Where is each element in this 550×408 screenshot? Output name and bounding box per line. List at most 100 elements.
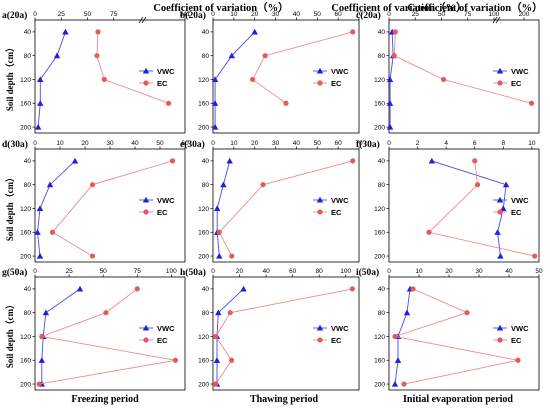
panel-b-20a: b(20a) 0 10 20 30 40 50 60 70 40 80 120 160 200 VWC EC — [180, 10, 363, 134]
x-tick-label: 0 — [211, 11, 215, 18]
vwc-point — [494, 229, 501, 235]
y-tick-label: 200 — [20, 124, 31, 131]
vwc-series-line — [41, 288, 81, 385]
y-tick-label: 120 — [198, 334, 209, 341]
x-tick-label: 10 — [415, 268, 423, 275]
legend-vwc-label: VWC — [331, 196, 349, 205]
x-tick-label: 40 — [131, 140, 139, 147]
y-tick-label: 200 — [20, 253, 31, 260]
y-tick-label: 200 — [374, 253, 385, 260]
ec-point — [410, 286, 416, 292]
x-tick-label: 60 — [181, 140, 189, 147]
legend-ec-label: EC — [157, 208, 168, 217]
ec-point — [39, 333, 45, 340]
vwc-point — [240, 285, 247, 292]
y-tick-label: 160 — [20, 101, 31, 108]
ec-point — [216, 229, 222, 235]
legend-vwc-marker — [142, 324, 150, 331]
y-tick-label: 80 — [378, 182, 386, 189]
panel-a-20a: a(20a) 0 25 50 75 341 40 80 120 160 200 VWC EC — [2, 10, 191, 134]
period-label-evaporation: Initial evaporation period — [403, 394, 513, 405]
panel-title: d(30a) — [2, 139, 28, 150]
y-tick-label: 80 — [202, 53, 210, 60]
legend-ec-label: EC — [157, 336, 168, 345]
y-tick-label: 160 — [198, 101, 209, 108]
vwc-point — [211, 76, 219, 83]
legend-ec-label: EC — [331, 336, 342, 345]
legend-ec-label: EC — [511, 79, 522, 88]
ec-point — [227, 310, 233, 316]
x-tick-label: 0 — [33, 268, 37, 275]
y-tick-label: 120 — [374, 334, 385, 341]
x-tick-label: 40 — [293, 11, 301, 18]
ec-point — [474, 182, 481, 188]
x-tick-label: 50 — [156, 140, 164, 147]
x-tick-label: 30 — [475, 268, 483, 275]
vwc-point — [76, 285, 84, 292]
vwc-point — [37, 76, 44, 83]
ec-point — [89, 253, 96, 259]
vwc-point — [216, 252, 223, 259]
y-tick-label: 160 — [374, 230, 385, 237]
panel-title: c(20a) — [356, 10, 381, 21]
x-tick-label: 0 — [211, 140, 215, 147]
legend-ec-marker — [497, 80, 503, 86]
vwc-point — [497, 252, 504, 259]
y-tick-label: 120 — [374, 206, 385, 213]
x-tick-label: 80 — [316, 268, 324, 275]
plot-frame — [34, 148, 186, 263]
x-tick-label: 10 — [230, 140, 238, 147]
x-tick-label: 100 — [166, 268, 177, 275]
vwc-point — [211, 123, 219, 130]
vwc-point — [251, 28, 258, 35]
vwc-series-line — [431, 160, 507, 257]
plot-frame — [388, 276, 540, 391]
vwc-point — [36, 205, 44, 212]
y-tick-label: 80 — [378, 310, 386, 317]
panel-title: a(20a) — [2, 10, 27, 21]
ec-series-line — [218, 160, 353, 257]
ec-series-line — [96, 31, 169, 104]
x-tick-label: 10 — [528, 140, 536, 147]
ec-series-line — [252, 31, 353, 104]
y-tick-label: 80 — [24, 310, 32, 317]
panel-title: b(20a) — [180, 10, 206, 21]
y-axis-label-row2: Soil depth（cm） — [5, 173, 15, 241]
panel-title: h(50a) — [180, 267, 206, 278]
vwc-point — [220, 181, 227, 188]
y-tick-label: 80 — [202, 310, 210, 317]
x-tick-label: 60 — [335, 11, 343, 18]
x-tick-label: 10 — [56, 140, 64, 147]
ec-point — [515, 357, 521, 363]
x-tick-label: 6 — [473, 140, 477, 147]
vwc-point — [46, 181, 54, 188]
y-tick-label: 160 — [374, 358, 385, 365]
x-tick-label: 8 — [501, 140, 505, 147]
x-tick-label: 0 — [33, 140, 37, 147]
ec-point — [49, 229, 56, 235]
x-tick-label: 50 — [314, 11, 322, 18]
vwc-point — [386, 100, 394, 106]
legend-vwc-label: VWC — [157, 196, 175, 205]
ec-point — [349, 286, 355, 292]
legend-vwc-label: VWC — [511, 196, 529, 205]
y-tick-label: 200 — [198, 124, 209, 131]
ec-point — [134, 286, 140, 292]
legend-ec-label: EC — [331, 79, 342, 88]
ec-point — [401, 381, 407, 387]
vwc-series-line — [216, 288, 244, 385]
plot-frame — [34, 276, 186, 391]
panel-title: e(30a) — [180, 139, 205, 150]
x-tick-label: 60 — [335, 140, 343, 147]
panel-title: f(30a) — [356, 139, 380, 150]
legend-ec-label: EC — [511, 208, 522, 217]
ec-point — [94, 53, 100, 59]
x-tick-label: 4 — [444, 140, 448, 147]
ec-point — [392, 29, 398, 35]
ec-point — [213, 381, 219, 387]
vwc-point — [38, 357, 46, 363]
plot-frame — [212, 276, 360, 391]
x-tick-label: 40 — [262, 268, 270, 275]
y-tick-label: 120 — [20, 334, 31, 341]
ec-point — [260, 182, 266, 188]
